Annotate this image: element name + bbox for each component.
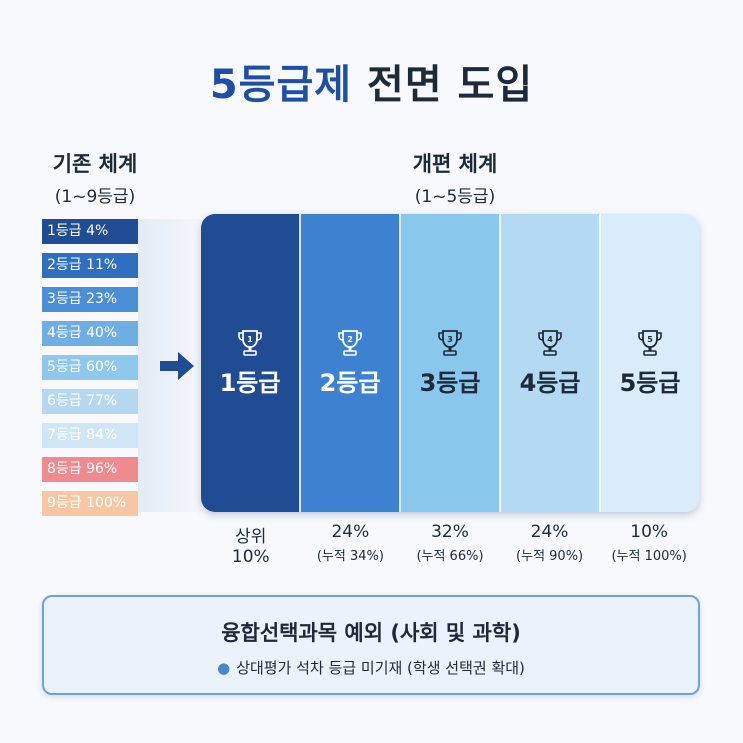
old-grade-item: 3등급 23% xyxy=(42,287,138,312)
note-bullet-text: 상대평가 석차 등급 미기재 (학생 선택권 확대) xyxy=(236,659,525,677)
grade-column: 5 5등급 xyxy=(601,214,699,512)
grade-column: 3 3등급 xyxy=(401,214,501,512)
exception-note-box: 융합선택과목 예외 (사회 및 과학) ● 상대평가 석차 등급 미기재 (학생 … xyxy=(42,595,700,695)
grade-percent-cumulative: (누적 100%) xyxy=(611,549,687,564)
old-system-heading: 기존 체계 xyxy=(52,152,138,176)
grade-percent-cumulative: (누적 66%) xyxy=(416,549,484,564)
old-grade-item: 9등급 100% xyxy=(42,491,138,516)
grade-percent-main: 10% xyxy=(630,522,669,542)
note-bullet: ● 상대평가 석차 등급 미기재 (학생 선택권 확대) xyxy=(44,657,698,678)
svg-text:1: 1 xyxy=(247,335,253,344)
new-system-heading: 개편 체계 xyxy=(412,152,498,176)
right-arrow-icon xyxy=(160,352,194,380)
old-grade-item: 1등급 4% xyxy=(42,219,138,244)
grade-label: 4등급 xyxy=(519,368,581,397)
new-grade-columns: 1 1등급 2 2등급 3 3등급 4 4등급 5 5등급 xyxy=(201,214,699,512)
grade-percent-main: 24% xyxy=(530,522,569,542)
trophy-icon: 1 xyxy=(237,329,263,357)
grade-column: 4 4등급 xyxy=(501,214,601,512)
old-grade-item: 8등급 96% xyxy=(42,457,138,482)
bullet-dot-icon: ● xyxy=(217,659,231,677)
trophy-icon: 4 xyxy=(537,329,563,357)
grade-percent-row: 상위 10% 24% (누적 34%) 32% (누적 66%) 24% (누적 90%) 10… xyxy=(201,522,699,567)
new-system-subheading: (1~5등급) xyxy=(414,187,496,207)
page-title: 5등급제 전면 도입 xyxy=(0,52,743,110)
grade-percent: 상위 10% xyxy=(201,522,301,567)
trophy-icon: 3 xyxy=(437,329,463,357)
grade-label: 2등급 xyxy=(319,368,381,397)
grade-percent: 24% (누적 34%) xyxy=(301,522,401,567)
svg-text:5: 5 xyxy=(647,335,653,344)
grade-label: 1등급 xyxy=(219,368,281,397)
old-system-header: 기존 체계 (1~9등급) xyxy=(40,148,150,207)
svg-text:3: 3 xyxy=(447,335,453,344)
grade-column: 1 1등급 xyxy=(201,214,301,512)
old-grade-item: 7등급 84% xyxy=(42,423,138,448)
old-grade-list: 1등급 4% 2등급 11% 3등급 23% 4등급 40% 5등급 60% 6등급 77… xyxy=(42,219,138,525)
note-title: 융합선택과목 예외 (사회 및 과학) xyxy=(221,621,521,645)
svg-text:4: 4 xyxy=(547,335,553,344)
grade-percent-cumulative: (누적 34%) xyxy=(316,549,384,564)
title-accent: 5등급제 xyxy=(209,62,353,108)
grade-percent-main: 상위 xyxy=(235,527,267,547)
grade-label: 3등급 xyxy=(419,368,481,397)
old-grade-item: 4등급 40% xyxy=(42,321,138,346)
grade-percent-main: 32% xyxy=(431,522,469,542)
old-grade-item: 6등급 77% xyxy=(42,389,138,414)
grade-percent-cumulative: 10% xyxy=(231,547,270,567)
old-grade-item: 5등급 60% xyxy=(42,355,138,380)
old-system-subheading: (1~9등급) xyxy=(54,187,136,207)
trophy-icon: 2 xyxy=(337,329,363,357)
trophy-icon: 5 xyxy=(637,329,663,357)
grade-percent-cumulative: (누적 90%) xyxy=(516,549,584,564)
grade-label: 5등급 xyxy=(619,368,681,397)
new-system-header: 개편 체계 (1~5등급) xyxy=(360,148,550,207)
grade-column: 2 2등급 xyxy=(301,214,401,512)
svg-text:2: 2 xyxy=(347,335,353,344)
grade-percent: 24% (누적 90%) xyxy=(500,522,600,567)
title-rest: 전면 도입 xyxy=(367,62,534,108)
grade-percent-main: 24% xyxy=(331,522,370,542)
grade-percent: 10% (누적 100%) xyxy=(599,522,699,567)
grade-percent: 32% (누적 66%) xyxy=(400,522,500,567)
old-grade-item: 2등급 11% xyxy=(42,253,138,278)
